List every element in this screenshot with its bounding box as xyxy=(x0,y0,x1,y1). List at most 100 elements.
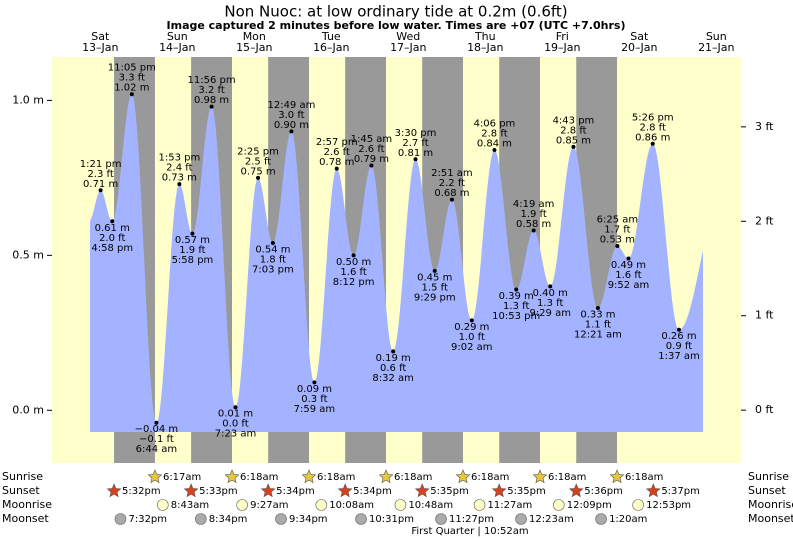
moon-icon xyxy=(435,513,447,525)
tide-height-m: 0.33 m xyxy=(580,310,615,321)
day-date: 14–Jan xyxy=(159,41,195,54)
tide-height-m: 0.73 m xyxy=(162,173,197,184)
day-date: 17–Jan xyxy=(390,41,426,54)
tide-height-ft: 1.7 ft xyxy=(604,225,630,236)
tide-time: 2:57 pm xyxy=(316,137,358,148)
day-name: Sat xyxy=(91,30,110,43)
tide-time: 12:21 am xyxy=(574,330,622,341)
tide-point xyxy=(514,287,519,292)
row-label: Sunset xyxy=(2,484,40,497)
tide-height-ft: 2.2 ft xyxy=(439,178,465,189)
tide-height-m: 0.84 m xyxy=(477,138,512,149)
tide-time: 4:58 pm xyxy=(91,243,133,254)
row-time: 7:32pm xyxy=(128,514,167,525)
tide-point xyxy=(548,284,553,289)
tide-height-m: 0.81 m xyxy=(398,148,433,159)
tide-point xyxy=(351,253,356,258)
tide-time: 1:21 pm xyxy=(80,159,122,170)
row-time: 5:37pm xyxy=(661,486,700,497)
row-time: 5:32pm xyxy=(122,486,161,497)
tide-time: 11:56 pm xyxy=(188,75,236,86)
row-time: 6:18am xyxy=(625,472,663,483)
tide-point xyxy=(413,157,418,162)
row-time: 6:18am xyxy=(548,472,586,483)
moon-icon xyxy=(394,499,407,511)
day-name: Sat xyxy=(630,30,649,43)
tide-height-m: 0.19 m xyxy=(376,353,411,364)
tide-height-ft: 0.0 ft xyxy=(222,419,248,430)
tide-height-ft: 0.3 ft xyxy=(301,394,327,405)
tide-point xyxy=(615,244,620,249)
tide-time: 12:49 am xyxy=(267,100,315,111)
tide-time: 10:53 pm xyxy=(492,311,540,322)
sun-icon xyxy=(106,483,122,498)
tide-point xyxy=(432,268,437,273)
day-date: 18–Jan xyxy=(467,41,503,54)
row-time: 12:09pm xyxy=(567,500,612,511)
row-time: 12:53pm xyxy=(646,500,691,511)
row-time: 6:18am xyxy=(394,472,432,483)
tide-point xyxy=(98,188,103,193)
tide-point xyxy=(110,219,115,224)
tide-time: 7:59 am xyxy=(294,404,336,415)
tide-point xyxy=(571,144,576,149)
row-time: 5:34pm xyxy=(353,486,392,497)
sun-icon xyxy=(147,469,163,484)
tide-height-ft: 2.3 ft xyxy=(87,169,113,180)
tide-height-ft: 1.3 ft xyxy=(537,298,563,309)
tide-height-ft: 1.0 ft xyxy=(459,332,485,343)
tide-point xyxy=(129,92,134,97)
y2-tick-label: 2 ft xyxy=(755,214,774,227)
moon-icon xyxy=(275,513,287,525)
moon-icon xyxy=(473,499,486,511)
tide-height-m: 0.61 m xyxy=(95,223,130,234)
sun-icon xyxy=(378,469,394,484)
tide-time: 5:26 pm xyxy=(632,112,674,123)
row-time: 6:18am xyxy=(240,472,278,483)
moon-icon xyxy=(355,513,367,525)
row-label: Sunrise xyxy=(748,470,789,483)
tide-time: 1:37 am xyxy=(658,351,700,362)
row-label: Moonset xyxy=(748,512,793,525)
tide-point xyxy=(469,318,474,323)
tide-height-m: 0.78 m xyxy=(319,157,354,168)
tide-height-m: 0.90 m xyxy=(274,120,309,131)
row-time: 5:33pm xyxy=(199,486,238,497)
sun-icon xyxy=(532,469,548,484)
row-time: 5:34pm xyxy=(276,486,315,497)
day-name: Sun xyxy=(706,30,727,43)
sun-icon xyxy=(568,483,584,498)
tide-time: 2:51 am xyxy=(431,168,473,179)
tide-height-m: 0.54 m xyxy=(255,244,290,255)
tide-height-m: 0.01 m xyxy=(218,409,253,420)
chart-title: Non Nuoc: at low ordinary tide at 0.2m (… xyxy=(224,3,567,21)
row-label: Sunrise xyxy=(2,470,43,483)
tide-time: 1:45 am xyxy=(351,134,393,145)
row-time: 6:18am xyxy=(317,472,355,483)
tide-height-m: 0.09 m xyxy=(297,384,332,395)
tide-height-ft: 1.6 ft xyxy=(615,270,641,281)
sun-icon xyxy=(337,483,353,498)
sun-icon xyxy=(224,469,240,484)
tide-point xyxy=(209,104,214,109)
row-time: 5:35pm xyxy=(507,486,546,497)
tide-point xyxy=(595,306,600,311)
tide-height-m: 0.40 m xyxy=(533,288,568,299)
tide-height-m: 0.79 m xyxy=(354,154,389,165)
chart-subtitle: Image captured 2 minutes before low wate… xyxy=(167,19,626,32)
moon-icon xyxy=(315,499,328,511)
tide-time: 4:19 am xyxy=(513,199,555,210)
tide-time: 4:43 pm xyxy=(553,115,595,126)
tide-point xyxy=(177,182,182,187)
tide-time: 1:53 pm xyxy=(158,153,200,164)
sun-icon xyxy=(260,483,276,498)
tide-time: 11:05 pm xyxy=(108,63,156,74)
tide-point xyxy=(650,141,655,146)
tide-point xyxy=(391,349,396,354)
tide-height-m: 0.49 m xyxy=(611,260,646,271)
tide-height-ft: 2.6 ft xyxy=(324,147,350,158)
tide-point xyxy=(676,327,681,332)
tide-height-m: 0.57 m xyxy=(175,235,210,246)
tide-height-m: 0.58 m xyxy=(516,219,551,230)
